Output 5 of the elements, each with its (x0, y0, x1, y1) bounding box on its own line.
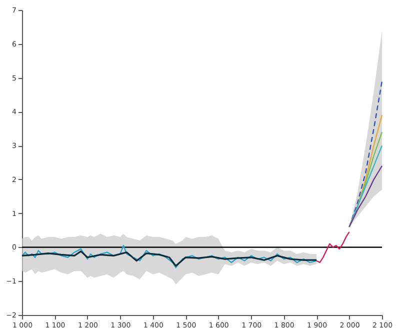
line-series (348, 165, 383, 228)
line-series (21, 250, 318, 267)
line-series (316, 231, 350, 264)
line-series (348, 80, 383, 228)
line-series (21, 244, 318, 268)
